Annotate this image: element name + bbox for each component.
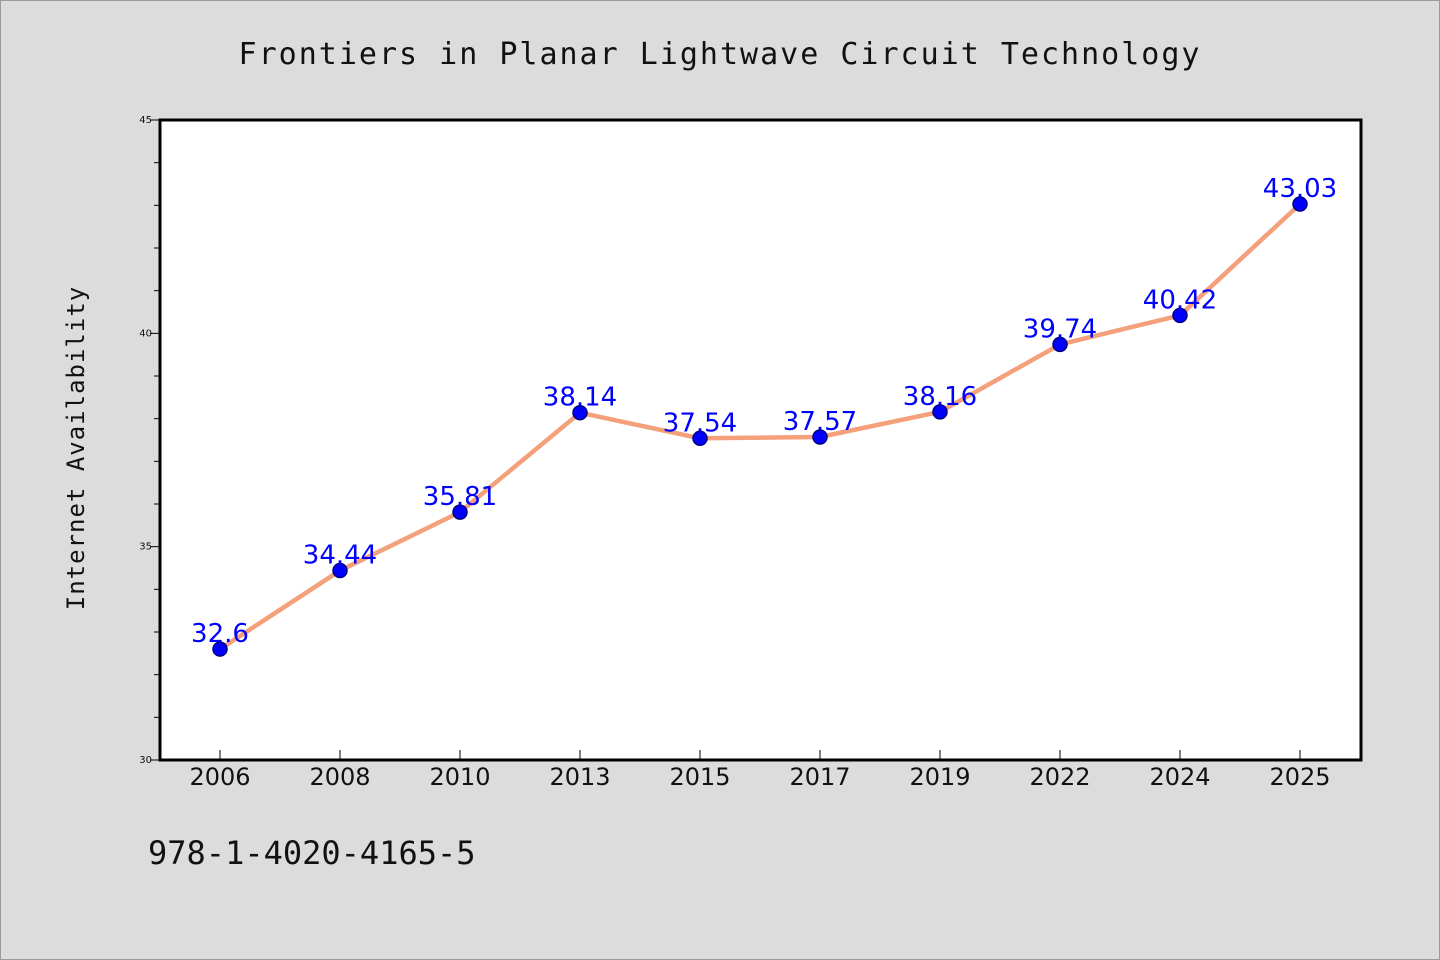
data-point bbox=[812, 429, 828, 445]
chart-title: Frontiers in Planar Lightwave Circuit Te… bbox=[239, 37, 1202, 72]
x-tick-label: 2006 bbox=[189, 763, 250, 791]
y-tick-label: 35 bbox=[139, 542, 152, 553]
data-point bbox=[332, 562, 348, 579]
data-point bbox=[692, 430, 708, 447]
x-tick-label: 2008 bbox=[309, 763, 370, 791]
data-labels: 32.6 34.44 35.81 38.14 37.54 37.57 38.16 39.74 4… bbox=[191, 174, 1337, 649]
y-tick-label: 40 bbox=[139, 328, 152, 339]
data-label: 34.44 bbox=[303, 541, 377, 571]
data-point bbox=[572, 404, 588, 421]
x-axis: 2006 2008 2010 2013 2015 2017 2019 2022 2024 2025 bbox=[189, 750, 1331, 791]
data-label: 43.03 bbox=[1263, 174, 1337, 204]
x-tick-label: 2019 bbox=[909, 763, 970, 791]
data-point bbox=[1172, 307, 1188, 324]
data-label: 40.42 bbox=[1143, 285, 1217, 315]
data-label: 38.14 bbox=[543, 383, 617, 413]
y-tick-label: 30 bbox=[139, 755, 152, 766]
x-tick-label: 2025 bbox=[1269, 763, 1330, 791]
data-label: 32.6 bbox=[191, 619, 249, 649]
x-tick-label: 2022 bbox=[1029, 763, 1090, 791]
data-point bbox=[932, 404, 948, 420]
x-tick-label: 2010 bbox=[429, 763, 490, 791]
data-label: 37.54 bbox=[663, 408, 737, 438]
data-point bbox=[1292, 196, 1308, 212]
x-tick-label: 2017 bbox=[789, 763, 850, 791]
data-label: 37.57 bbox=[783, 407, 857, 437]
x-tick-label: 2024 bbox=[1149, 763, 1210, 791]
data-label: 35.81 bbox=[423, 482, 497, 512]
y-axis: 30 35 40 45 bbox=[139, 115, 160, 766]
x-tick-label: 2015 bbox=[669, 763, 730, 791]
series-group bbox=[212, 196, 1308, 657]
isbn-text: 978-1-4020-4165-5 bbox=[148, 834, 476, 872]
data-label: 38.16 bbox=[903, 382, 977, 412]
data-point bbox=[212, 641, 228, 657]
data-point bbox=[1052, 336, 1068, 353]
data-label: 39.74 bbox=[1023, 314, 1097, 344]
y-tick-label: 45 bbox=[139, 115, 152, 126]
series-line bbox=[218, 202, 1302, 651]
y-axis-label: Internet Availability bbox=[62, 286, 90, 610]
x-tick-label: 2013 bbox=[549, 763, 610, 791]
plot-area bbox=[158, 118, 1363, 762]
data-point bbox=[452, 504, 468, 520]
